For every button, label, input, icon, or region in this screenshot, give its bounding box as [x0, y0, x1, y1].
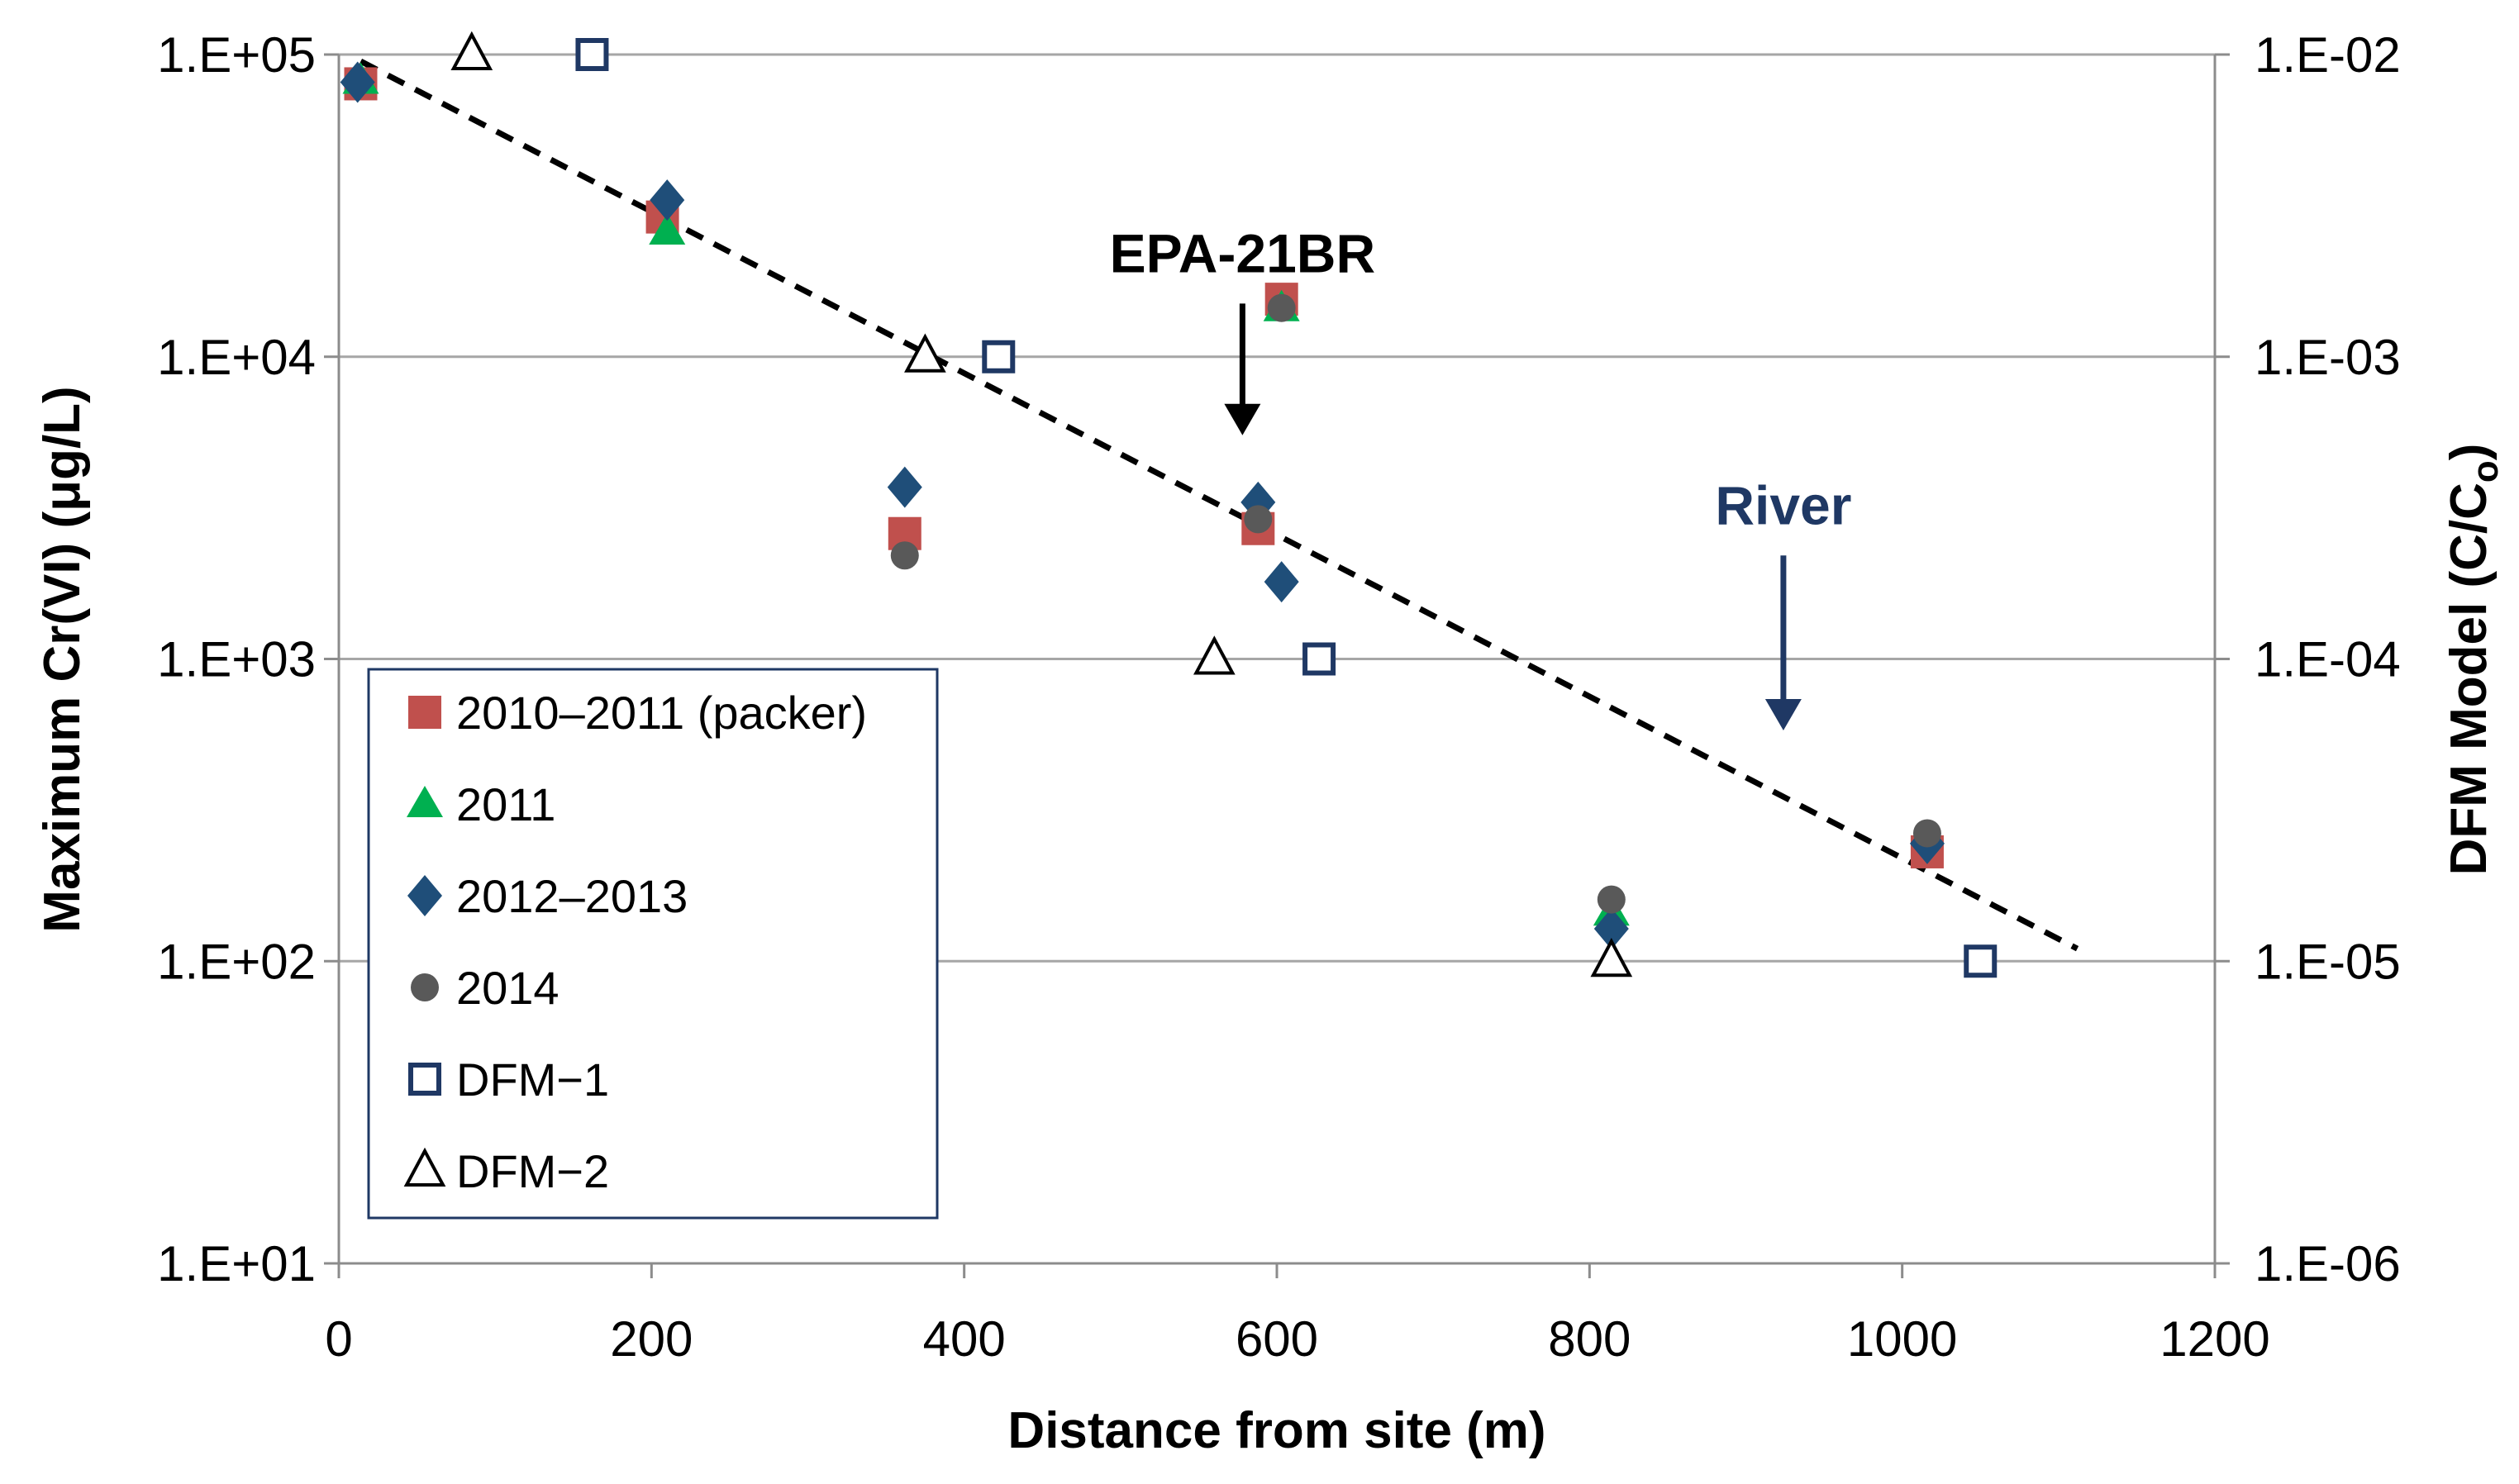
point-circle	[1912, 819, 1941, 848]
x-tick-label: 800	[1548, 1311, 1631, 1367]
point-triangle	[649, 212, 686, 245]
point-open-triangle	[450, 31, 493, 70]
legend-marker-open-triangle	[403, 1147, 446, 1187]
point-diamond	[887, 466, 922, 508]
x-tick-label: 200	[610, 1311, 693, 1367]
x-tick-label: 1000	[1847, 1311, 1957, 1367]
legend-label: 2014	[456, 962, 560, 1014]
x-tick-label: 400	[923, 1311, 1006, 1367]
legend-label: DFM−1	[456, 1054, 609, 1106]
annotation-label-1: River	[1715, 474, 1851, 535]
point-diamond	[650, 179, 685, 221]
point-circle	[1597, 885, 1626, 914]
legend-label: 2011	[456, 778, 555, 830]
annotation-label-0: EPA-21BR	[1110, 222, 1376, 283]
y-tick-label: 1.E+01	[157, 1236, 316, 1291]
legend-box	[367, 668, 939, 1220]
point-open-triangle	[1193, 635, 1236, 675]
point-open-square	[1302, 642, 1336, 676]
legend-label: 2012–2013	[456, 870, 688, 922]
y-tick-label: 1.E+05	[157, 27, 316, 83]
y-tick-label: 1.E+04	[157, 330, 316, 385]
x-axis-title: Distance from site (m)	[1007, 1402, 1545, 1459]
y2-tick-label: 1.E-03	[2255, 330, 2401, 385]
x-tick-label: 1200	[2159, 1311, 2269, 1367]
legend-marker-square	[408, 696, 441, 729]
y2-axis-title: DFM Model (C/Co)	[2440, 444, 2506, 876]
point-open-square	[575, 38, 609, 71]
legend-marker-circle	[411, 973, 439, 1001]
point-open-square	[982, 340, 1016, 373]
series-3	[890, 293, 1941, 914]
y-tick-labels: 1.E+05 1.E+04 1.E+03 1.E+02 1.E+01	[157, 27, 316, 1291]
x-tick-label: 0	[325, 1311, 352, 1367]
y-axis-title: Maximum Cr(VI) (μg/L)	[34, 386, 91, 932]
legend-marker-triangle	[407, 786, 443, 817]
y2-tick-label: 1.E-05	[2255, 934, 2401, 989]
y2-tick-label: 1.E-04	[2255, 632, 2401, 687]
point-circle	[1267, 293, 1296, 322]
x-tick-label: 600	[1236, 1311, 1318, 1367]
legend-label: 2010–2011 (packer)	[456, 687, 867, 739]
point-circle	[890, 541, 919, 570]
y2-tick-labels: 1.E-02 1.E-03 1.E-04 1.E-05 1.E-06	[2255, 27, 2401, 1291]
legend-marker-diamond	[407, 875, 442, 916]
data-points	[340, 31, 1998, 978]
point-diamond	[340, 61, 375, 103]
annotation-arrow-head-0	[1224, 403, 1261, 435]
y2-tick-label: 1.E-02	[2255, 27, 2401, 83]
point-diamond	[1264, 561, 1299, 603]
x-tick-labels: 0 200 400 600 800 1000 1200	[325, 1311, 2269, 1367]
point-diamond	[1593, 908, 1629, 950]
annotations: EPA-21BR River	[1110, 222, 1851, 731]
y2-axis-title-sub: o	[2465, 460, 2506, 483]
y2-axis-title-close: )	[2440, 444, 2498, 461]
series-4	[575, 38, 1998, 978]
annotation-arrow-head-1	[1764, 699, 1802, 731]
legend: 2010–2011 (packer) 2011 2012–2013 2014 DFM−1…	[367, 668, 939, 1220]
legend-marker-open-square	[408, 1063, 441, 1096]
y2-tick-label: 1.E-06	[2255, 1236, 2401, 1291]
series-5	[450, 31, 1633, 977]
y-tick-label: 1.E+02	[157, 934, 316, 989]
y-tick-label: 1.E+03	[157, 632, 316, 687]
point-open-triangle	[904, 333, 946, 373]
point-circle	[1244, 505, 1273, 534]
y2-axis-title-main: DFM Model (C/C	[2440, 483, 2498, 875]
axes	[324, 53, 2230, 1278]
point-open-triangle	[1590, 938, 1633, 977]
legend-label: DFM−2	[456, 1145, 609, 1197]
point-open-square	[1964, 944, 1998, 978]
